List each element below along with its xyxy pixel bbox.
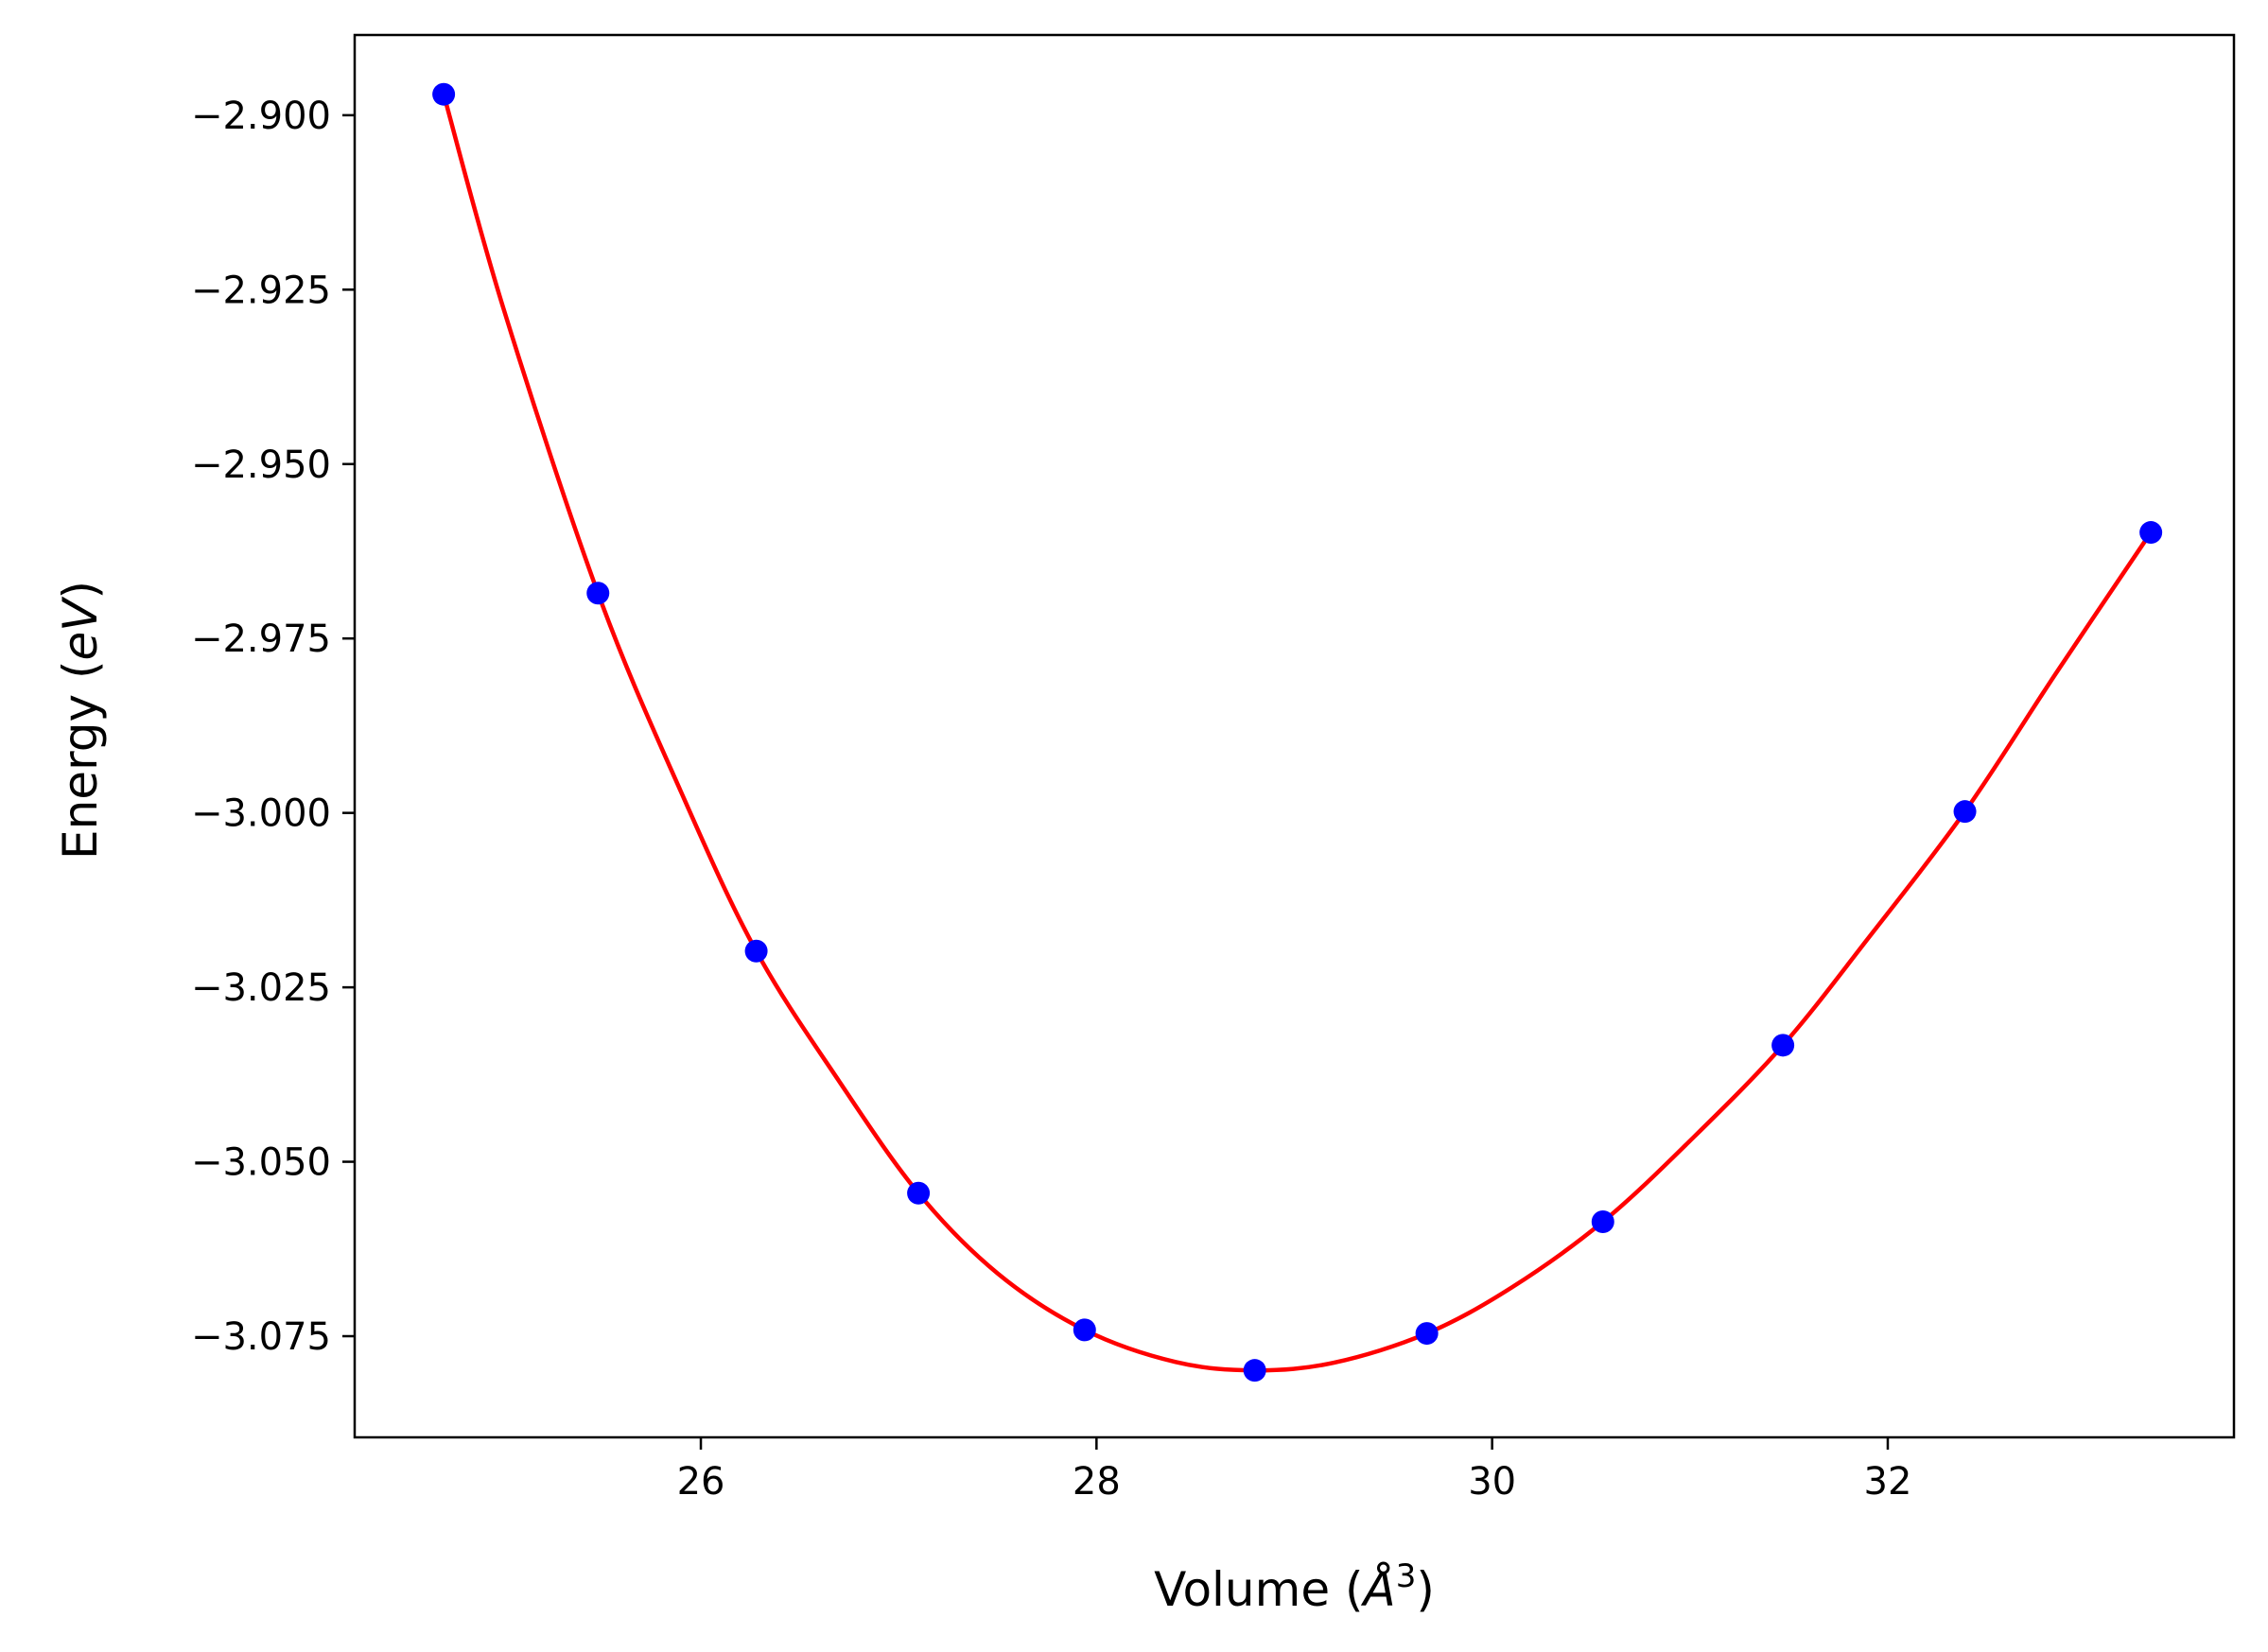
y-tick-label: −2.950 bbox=[191, 443, 331, 487]
data-point bbox=[1591, 1210, 1614, 1234]
data-point bbox=[907, 1181, 931, 1205]
y-tick-label: −3.025 bbox=[191, 966, 331, 1010]
data-points-layer bbox=[432, 82, 2163, 1382]
plot-frame bbox=[353, 33, 2236, 1439]
x-axis-label-superscript: 3 bbox=[1396, 1557, 1417, 1595]
x-axis-label-symbol: Å bbox=[1361, 1562, 1396, 1617]
x-axis-label: Volume (Å3) bbox=[1154, 1557, 1435, 1617]
fit-curve-layer bbox=[441, 94, 2154, 1373]
y-tick-label: −3.050 bbox=[191, 1141, 331, 1185]
fit-curve-line bbox=[441, 94, 2154, 1373]
y-tick-label: −3.075 bbox=[191, 1315, 331, 1359]
x-axis-label-prefix: Volume ( bbox=[1154, 1562, 1363, 1617]
y-tick-label: −2.900 bbox=[191, 95, 331, 138]
y-tick-label: −2.925 bbox=[191, 269, 331, 312]
data-point bbox=[1073, 1318, 1096, 1342]
y-axis-label-suffix: ) bbox=[53, 581, 108, 600]
x-axis-ticks: 26 28 30 32 bbox=[677, 1437, 1912, 1504]
x-axis-label-suffix: ) bbox=[1416, 1562, 1435, 1617]
y-axis-label-prefix: Energy ( bbox=[53, 661, 108, 860]
x-tick-label: 30 bbox=[1468, 1460, 1516, 1504]
data-point bbox=[586, 582, 610, 605]
data-point bbox=[1243, 1359, 1266, 1382]
x-tick-label: 26 bbox=[677, 1460, 725, 1504]
y-axis-ticks: −2.900 −2.925 −2.950 −2.975 −3.000 −3.025 −3.0… bbox=[191, 95, 355, 1359]
data-point bbox=[432, 82, 456, 106]
y-tick-label: −2.975 bbox=[191, 617, 331, 661]
data-point bbox=[2139, 521, 2163, 545]
data-point bbox=[1771, 1034, 1795, 1057]
x-tick-label: 28 bbox=[1073, 1460, 1121, 1504]
x-tick-label: 32 bbox=[1864, 1460, 1912, 1504]
y-tick-label: −3.000 bbox=[191, 792, 331, 836]
y-axis-label: Energy (eV) bbox=[53, 581, 108, 860]
data-point bbox=[744, 939, 768, 963]
data-point bbox=[1415, 1322, 1439, 1346]
data-point bbox=[1953, 800, 1977, 824]
y-axis-label-symbol: eV bbox=[53, 596, 108, 661]
